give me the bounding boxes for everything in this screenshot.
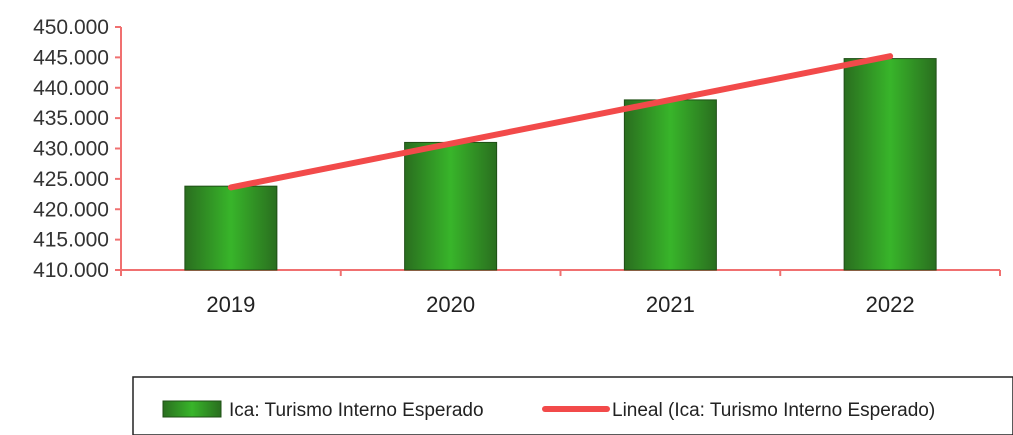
x-tick-label: 2020 [426, 292, 475, 317]
legend: Ica: Turismo Interno Esperado Lineal (Ic… [132, 376, 1013, 435]
bar [623, 99, 717, 271]
legend-bar-swatch [162, 400, 222, 418]
y-tick-label: 410.000 [33, 259, 109, 282]
bar [404, 141, 498, 271]
legend-bar-label: Ica: Turismo Interno Esperado [229, 400, 484, 421]
bar [184, 185, 278, 271]
legend-trend-label: Lineal (Ica: Turismo Interno Esperado) [612, 400, 935, 421]
trendline [227, 53, 894, 191]
x-tick-label: 2019 [206, 292, 255, 317]
y-tick-label: 435.000 [33, 107, 109, 130]
y-tick-label: 445.000 [33, 46, 109, 69]
x-tick-label: 2021 [646, 292, 695, 317]
y-tick-label: 450.000 [33, 16, 109, 39]
y-tick-label: 420.000 [33, 198, 109, 221]
y-tick-label: 440.000 [33, 77, 109, 100]
bar [843, 58, 937, 271]
x-tick-label: 2022 [866, 292, 915, 317]
y-tick-label: 425.000 [33, 168, 109, 191]
y-tick-label: 430.000 [33, 138, 109, 161]
y-tick-label: 415.000 [33, 229, 109, 252]
plot-area: 410.000 415.000 420.000 425.000 430.000 435.0… [33, 16, 1001, 317]
